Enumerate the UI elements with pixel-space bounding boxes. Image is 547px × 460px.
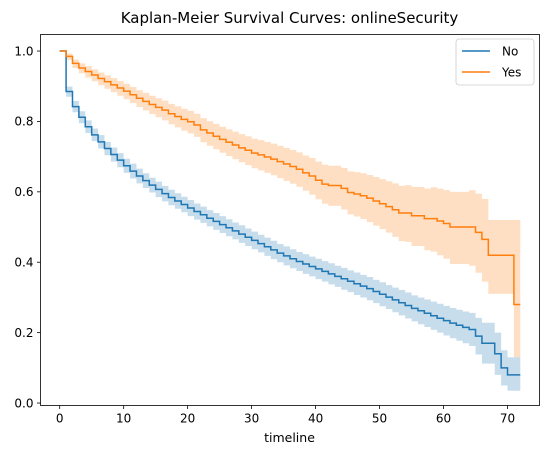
x-axis-label: timeline <box>264 430 315 445</box>
plot-area <box>59 50 521 391</box>
y-tick-label: 0.2 <box>14 326 33 340</box>
y-tick-label: 0.8 <box>14 115 33 129</box>
x-tick-label: 50 <box>372 412 387 426</box>
x-tick-label: 10 <box>116 412 131 426</box>
y-tick-label: 0.6 <box>14 185 33 199</box>
survival-line-yes <box>59 50 521 306</box>
axes-frame <box>40 34 540 406</box>
x-tick-label: 40 <box>308 412 323 426</box>
legend: No Yes <box>455 38 535 86</box>
legend-label-no: No <box>502 44 518 58</box>
chart-title: Kaplan-Meier Survival Curves: onlineSecu… <box>121 9 459 27</box>
y-tick-label: 0.0 <box>14 396 33 410</box>
legend-box <box>455 38 535 86</box>
survival-line-no <box>59 50 521 376</box>
x-tick-label: 20 <box>180 412 195 426</box>
x-tick-label: 0 <box>56 412 64 426</box>
y-tick-label: 1.0 <box>14 44 33 58</box>
x-tick-label: 60 <box>436 412 451 426</box>
legend-label-yes: Yes <box>501 65 521 79</box>
y-tick-label: 0.4 <box>14 256 33 270</box>
axes: 0 10 20 30 40 50 60 70 0.0 0.2 0.4 0.6 0.8 1.0 <box>14 34 540 426</box>
x-tick-label: 70 <box>500 412 515 426</box>
x-tick-label: 30 <box>244 412 259 426</box>
